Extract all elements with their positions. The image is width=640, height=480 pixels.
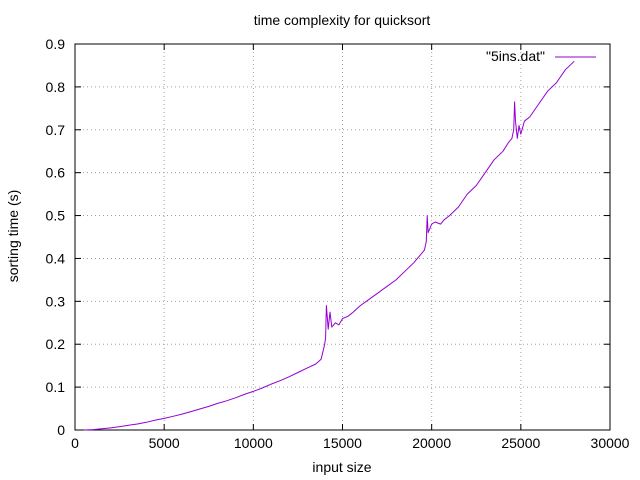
grid (75, 44, 610, 430)
y-tick-label: 0.3 (46, 293, 66, 309)
y-axis-title: sorting time (s) (5, 190, 21, 283)
x-axis-title: input size (312, 459, 371, 475)
chart-title: time complexity for quicksort (254, 12, 431, 28)
y-tick-label: 0.7 (46, 122, 66, 138)
y-tick-label: 0 (57, 422, 65, 438)
x-tick-label: 10000 (234, 435, 273, 451)
y-tick-label: 0.2 (46, 336, 66, 352)
x-tick-label: 30000 (591, 435, 630, 451)
y-tick-label: 0.4 (46, 250, 66, 266)
y-tick-label: 0.5 (46, 208, 66, 224)
y-tick-label: 0.9 (46, 36, 66, 52)
y-tick-label: 0.1 (46, 379, 66, 395)
x-tick-label: 0 (71, 435, 79, 451)
y-tick-label: 0.6 (46, 165, 66, 181)
series-layer (83, 60, 575, 431)
legend-label: "5ins.dat" (486, 48, 545, 64)
series-line-0 (83, 60, 575, 431)
x-tick-label: 25000 (501, 435, 540, 451)
x-tick-label: 5000 (149, 435, 180, 451)
axis-ticks: 0 5000 10000 15000 20000 25000 30000 0 0.1 0.2 0.3… (46, 36, 630, 451)
x-tick-label: 20000 (412, 435, 451, 451)
x-tick-label: 15000 (323, 435, 362, 451)
legend: "5ins.dat" (486, 48, 596, 64)
y-tick-label: 0.8 (46, 79, 66, 95)
